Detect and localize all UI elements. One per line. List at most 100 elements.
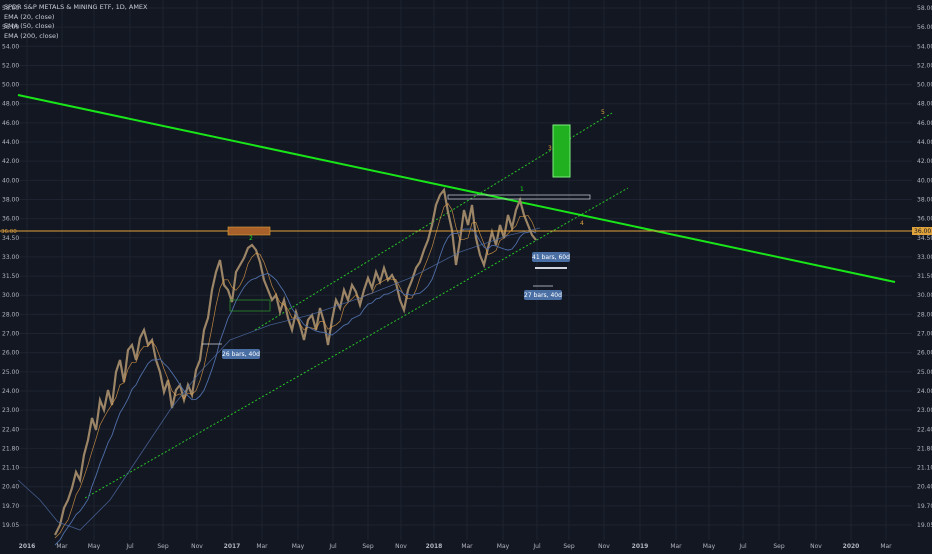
y-tick-label-right: 34.50 [917,235,932,242]
y-tick-label-right: 36.00 [917,216,932,223]
ema-200-line [17,227,541,531]
x-tick-label: Nov [598,543,610,550]
target-box [552,124,571,178]
range-marker [535,267,567,269]
wave-1-label: 1 [520,186,524,193]
legend-ema-50: EMA (50, close) [4,22,55,30]
ema-20-line [54,202,537,539]
y-tick-label-right: 50.00 [917,82,932,89]
y-tick-label-left: 19.70 [2,503,19,510]
x-tick-label: Jul [738,543,747,550]
y-tick-label-left: 46.00 [2,120,19,127]
x-tick-label: May [703,543,716,550]
price-tag-left [227,226,271,236]
y-tick-label-right: 23.00 [917,407,932,414]
legend-ema-200: EMA (200, close) [4,31,59,40]
y-tick-label-right: 27.00 [917,331,932,338]
bars-label-1: 26 bars, 40d [222,351,260,358]
y-tick-label-left: 34.50 [2,235,19,242]
x-tick-label: 2019 [632,543,649,550]
y-tick-label-right: 28.00 [917,311,932,318]
x-tick-label: Mar [256,543,268,550]
y-tick-label-left: 26.00 [2,350,19,357]
bars-label-3: 27 bars, 40d [524,292,562,299]
y-tick-label-right: 40.00 [917,177,932,184]
x-tick-label: Mar [670,543,682,550]
x-tick-label: Mar [461,543,473,550]
x-tick-label: Mar [880,543,892,550]
wave-3-label: 3 [548,145,552,152]
y-tick-label-right: 38.00 [917,196,932,203]
y-tick-label-left: 30.00 [2,292,19,299]
y-tick-label-left: 25.00 [2,369,19,376]
y-tick-label-left: 44.00 [2,139,19,146]
bars-label-1-bg [222,349,260,359]
x-tick-label: May [88,543,101,550]
y-tick-label-left: 24.00 [2,388,19,395]
y-tick-label-left: 36.00 [2,216,19,223]
x-tick-label: Mar [56,543,68,550]
x-tick-label: Nov [810,543,822,550]
y-tick-label-left: 54.00 [2,43,19,50]
y-tick-label-right: 26.00 [917,350,932,357]
y-tick-label-right: 56.00 [917,24,932,31]
x-tick-label: Nov [395,543,407,550]
x-tick-label: Sep [773,543,785,550]
y-tick-label-right: 21.10 [917,465,932,472]
channel-lower-line [84,187,629,499]
y-tick-label-right: 44.00 [917,139,932,146]
resistance-trendline [17,94,896,283]
y-tick-label-left: 23.00 [2,407,19,414]
y-tick-label-left: 42.00 [2,158,19,165]
y-tick-label-right: 31.50 [917,273,932,280]
x-tick-label: Jul [125,543,134,550]
resistance-zone [447,194,591,200]
bars-label-2-bg [532,252,570,262]
price-candles [54,187,537,536]
x-tick-label: 2016 [19,543,36,550]
x-tick-label: 2020 [843,543,860,550]
x-tick-label: May [497,543,510,550]
y-tick-label-left: 21.10 [2,465,19,472]
y-tick-label-right: 52.00 [917,62,932,69]
legend-ema-20: EMA (20, close) [4,12,55,21]
x-tick-label: May [292,543,305,550]
price-tag-right [912,227,932,235]
y-tick-label-right: 48.00 [917,101,932,108]
y-tick-label-left: 28.00 [2,311,19,318]
measure-box [229,299,271,312]
wave-2-label: 2 [249,235,253,242]
y-tick-label-right: 21.80 [917,445,932,452]
y-tick-label-right: 20.40 [917,484,932,491]
x-tick-label: Jul [532,543,541,550]
ema-50-line [54,228,537,546]
y-tick-label-left: 48.00 [2,101,19,108]
y-tick-label-left: 22.40 [2,426,19,433]
y-tick-label-right: 30.00 [917,292,932,299]
y-tick-label-left: 40.00 [2,177,19,184]
y-tick-label-right: 22.40 [917,426,932,433]
y-tick-label-left: 19.05 [2,522,19,529]
chart-title: SPDR S&P METALS & MINING ETF, 1D, AMEX [4,3,148,11]
y-tick-label-right: 54.00 [917,43,932,50]
x-tick-label: Jul [328,543,337,550]
y-tick-label-left: 56.00 [2,24,19,31]
axes: 58.00 58.00 56.00 56.00 54.00 54.00 52.00 52.00… [2,5,932,550]
x-tick-label: Nov [191,543,203,550]
price-tag-left-text: 36.00 [1,229,17,235]
y-tick-label-left: 52.00 [2,62,19,69]
grid-lines [18,0,912,540]
y-tick-label-left: 58.00 [2,5,19,12]
y-tick-label-right: 19.05 [917,522,932,529]
y-tick-label-left: 33.00 [2,254,19,261]
x-tick-label: 2018 [426,543,443,550]
price-series [17,187,541,546]
y-tick-label-right: 24.00 [917,388,932,395]
y-tick-label-left: 38.00 [2,196,19,203]
bars-label-2: 41 bars, 60d [532,254,570,261]
x-tick-label: Sep [157,543,169,550]
bars-label-3-bg [524,290,562,300]
drawing-overlay: 36.00 36.00 26 bars, 40d 41 bars, 60d 27 bar… [0,109,932,359]
